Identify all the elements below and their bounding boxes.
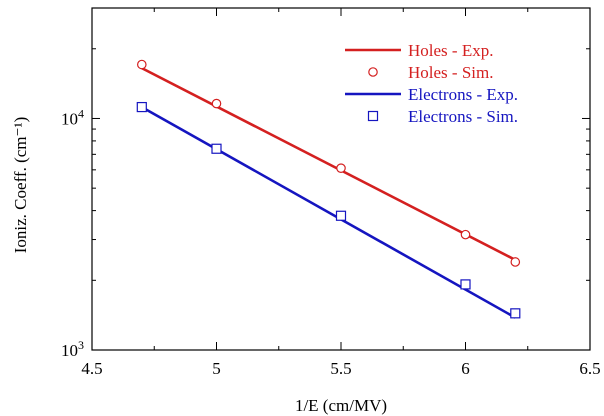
data-point-electrons-sim <box>136 101 147 113</box>
legend-label-holes-exp: Holes - Exp. <box>408 41 493 60</box>
legend-label-holes-sim: Holes - Sim. <box>408 63 493 82</box>
x-tick-label: 6.5 <box>579 359 600 378</box>
data-point-electrons-sim <box>460 279 471 290</box>
data-point-holes-sim <box>211 98 222 109</box>
series-line-electrons-exp <box>141 105 516 319</box>
plot-area: 4.5 5 5.5 6 6.5 103 104 <box>61 7 601 378</box>
data-point-electrons-sim <box>510 308 521 319</box>
x-tick-label: 5.5 <box>330 359 351 378</box>
y-tick-label: 103 <box>61 338 84 360</box>
data-point-holes-sim <box>137 59 147 70</box>
series-line-holes-exp <box>141 66 516 262</box>
legend-swatch-holes-sim <box>368 67 378 77</box>
legend: Holes - Exp. Holes - Sim. Electrons - Exp.… <box>345 41 518 126</box>
y-tick-label: 104 <box>61 106 84 128</box>
legend-swatch-electrons-sim <box>367 110 379 122</box>
plot-frame <box>91 7 591 351</box>
x-axis-title: 1/E (cm/MV) <box>295 396 387 415</box>
legend-label-electrons-sim: Electrons - Sim. <box>408 107 518 126</box>
data-point-electrons-sim <box>211 143 222 154</box>
x-tick-label: 5 <box>212 359 221 378</box>
data-point-holes-sim <box>510 257 521 267</box>
x-tick-label: 4.5 <box>81 359 102 378</box>
legend-label-electrons-exp: Electrons - Exp. <box>408 85 518 104</box>
data-point-electrons-sim <box>335 210 347 221</box>
data-point-holes-sim <box>460 229 471 240</box>
y-axis-title: Ioniz. Coeff. (cm⁻¹) <box>11 117 30 254</box>
data-point-holes-sim <box>336 163 346 173</box>
x-tick-label: 6 <box>461 359 470 378</box>
